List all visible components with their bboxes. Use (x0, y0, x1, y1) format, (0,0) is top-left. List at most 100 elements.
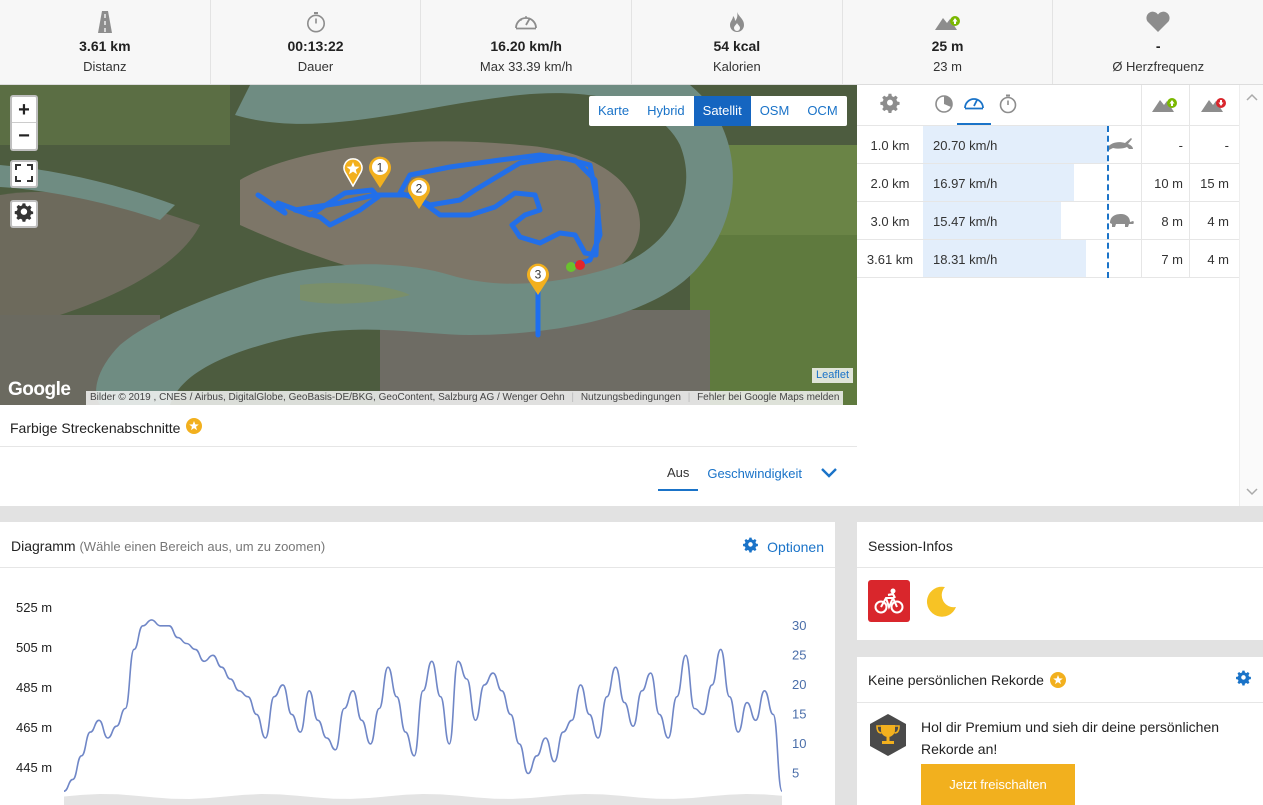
lap-row[interactable]: 2.0 km 16.97 km/h 10 m 15 m (857, 164, 1239, 202)
gear-icon (879, 93, 901, 118)
scroll-up-icon (1246, 93, 1258, 101)
trophy-icon (868, 713, 908, 760)
segments-title: Farbige Streckenabschnitte (10, 419, 181, 436)
lap-distance: 1.0 km (870, 138, 910, 153)
diagram-options-button[interactable]: Optionen (742, 537, 824, 557)
layer-hybrid[interactable]: Hybrid (647, 103, 685, 118)
stat-heartrate: - Ø Herzfrequenz (1053, 0, 1263, 84)
records-settings-button[interactable] (1235, 670, 1252, 690)
moon-icon (923, 584, 959, 623)
svg-text:1: 1 (377, 161, 384, 175)
route-map[interactable]: 1 2 3 + − Karte Hybrid Satellit OSM OCM … (0, 85, 857, 405)
y-left-tick: 525 m (16, 600, 52, 615)
y-right-tick: 25 (792, 647, 806, 662)
stat-elevation: 25 m 23 m (843, 0, 1054, 84)
average-speed-line (1107, 126, 1109, 278)
speed-elevation-chart[interactable]: 525 m 505 m 485 m 465 m 445 m 30 25 20 15 10 5 (0, 568, 835, 805)
zoom-control: + − (10, 95, 38, 151)
stopwatch-icon (998, 94, 1018, 117)
lap-distance: 3.61 km (866, 252, 914, 267)
fullscreen-button[interactable] (10, 160, 38, 188)
stat-value: 54 kcal (713, 38, 761, 54)
stat-value: 3.61 km (79, 38, 131, 54)
lap-speed: 18.31 km/h (933, 252, 998, 267)
time-tab[interactable] (991, 85, 1025, 126)
stat-duration: 00:13:22 Dauer (211, 0, 422, 84)
map-settings-button[interactable] (10, 200, 38, 228)
session-info-panel: Session-Infos (857, 522, 1263, 640)
layer-osm[interactable]: OSM (759, 103, 790, 118)
speed-bar (923, 126, 1107, 163)
speed-tab[interactable] (957, 85, 991, 125)
y-right-tick: 5 (792, 765, 799, 780)
lap-row[interactable]: 1.0 km 20.70 km/h - - (857, 126, 1239, 164)
stat-label: Dauer (297, 59, 334, 74)
lap-row[interactable]: 3.61 km 18.31 km/h 7 m 4 m (857, 240, 1239, 278)
layer-satellit[interactable]: Satellit (693, 96, 751, 126)
lap-distance: 2.0 km (870, 176, 910, 191)
km-marker-3[interactable]: 3 (525, 262, 551, 299)
layer-karte[interactable]: Karte (598, 103, 630, 118)
lap-distance: 3.0 km (870, 214, 910, 229)
cycling-icon (868, 580, 910, 622)
report-link[interactable]: Fehler bei Google Maps melden (697, 392, 840, 403)
lap-ascent: 10 m (1154, 176, 1183, 191)
segment-tabs: Aus Geschwindigkeit (657, 461, 837, 491)
laps-scrollbar[interactable] (1239, 85, 1263, 506)
lap-speed: 16.97 km/h (933, 176, 998, 191)
stats-bar: 3.61 km Distanz 00:13:22 Dauer 16.20 km/… (0, 0, 1263, 85)
stat-calories: 54 kcal Kalorien (632, 0, 843, 84)
lap-ascent: - (1178, 138, 1183, 153)
stat-value: - (1155, 38, 1161, 54)
unlock-premium-button[interactable]: Jetzt freischalten (921, 764, 1075, 805)
zoom-out-button[interactable]: − (18, 125, 30, 147)
diagram-title: Diagramm (11, 538, 76, 554)
km-marker-1[interactable]: 1 (367, 155, 393, 192)
chevron-down-icon[interactable] (821, 466, 837, 481)
laps-header (857, 85, 1239, 126)
y-left-tick: 465 m (16, 720, 52, 735)
layer-ocm[interactable]: OCM (807, 103, 838, 118)
stat-label: Distanz (83, 59, 127, 74)
lap-descent: 4 m (1207, 252, 1229, 267)
svg-text:3: 3 (535, 268, 542, 282)
y-right-tick: 30 (792, 618, 806, 633)
lap-row[interactable]: 3.0 km 15.47 km/h 8 m 4 m (857, 202, 1239, 240)
speed-bar (923, 164, 1074, 201)
speed-bar (923, 202, 1061, 239)
premium-star-icon (1049, 672, 1066, 702)
diagram-options-label: Optionen (767, 539, 824, 555)
stat-label: Ø Herzfrequenz (1112, 59, 1205, 74)
lap-descent: 4 m (1207, 214, 1229, 229)
zoom-in-button[interactable]: + (12, 97, 36, 123)
attribution-text: Bilder © 2019 , CNES / Airbus, DigitalGl… (90, 392, 565, 403)
tab-aus[interactable]: Aus (657, 461, 699, 491)
records-title: Keine persönlichen Rekorde (868, 672, 1044, 688)
stat-label: 23 m (933, 59, 962, 74)
terms-link[interactable]: Nutzungsbedingungen (580, 392, 681, 403)
km-marker-2[interactable]: 2 (406, 176, 432, 213)
pace-tab[interactable] (927, 85, 961, 126)
pace-icon (934, 94, 954, 117)
google-logo: Google (8, 379, 71, 400)
lap-descent: 15 m (1200, 176, 1229, 191)
gear-icon (1235, 670, 1252, 690)
elevation-down-icon (1201, 94, 1227, 117)
laps-settings-button[interactable] (857, 85, 923, 126)
records-panel: Keine persönlichen Rekorde Hol dir Premi… (857, 657, 1263, 805)
map-layer-switcher: Karte Hybrid Satellit OSM OCM (589, 96, 847, 126)
tab-geschwindigkeit[interactable]: Geschwindigkeit (707, 466, 802, 481)
stat-value: 00:13:22 (287, 38, 344, 54)
lap-ascent: 8 m (1161, 214, 1183, 229)
stat-value: 16.20 km/h (490, 38, 562, 54)
stat-label: Kalorien (713, 59, 761, 74)
elevation-up-header (1141, 85, 1189, 126)
leaflet-link[interactable]: Leaflet (811, 368, 853, 383)
diagram-subtitle: (Wähle einen Bereich aus, um zu zoomen) (79, 539, 326, 554)
elevation-up-icon (1152, 94, 1178, 117)
tortoise-icon (1107, 212, 1135, 231)
map-attribution: Bilder © 2019 , CNES / Airbus, DigitalGl… (86, 391, 844, 405)
records-message: Hol dir Premium und sieh dir deine persö… (921, 719, 1220, 757)
premium-star-icon (186, 418, 203, 437)
start-marker[interactable] (342, 157, 364, 190)
